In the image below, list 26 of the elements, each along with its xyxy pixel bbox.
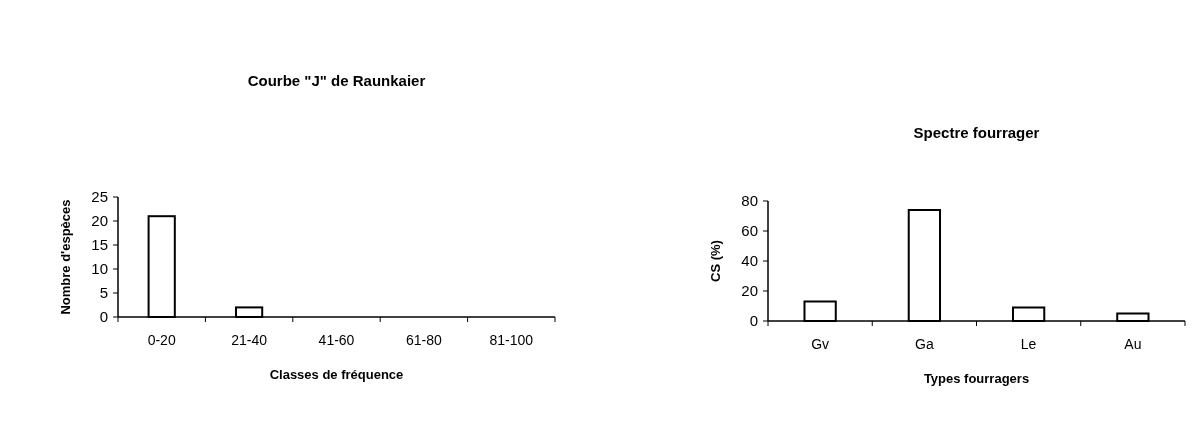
y-tick-label: 0	[99, 308, 108, 326]
chart-title: Courbe "J" de Raunkaier	[247, 72, 426, 89]
chart-title: Spectre fourrager	[913, 124, 1040, 141]
y-axis-title: CS (%)	[708, 240, 723, 282]
x-tick-label: Ga	[915, 336, 934, 352]
y-tick-label: 10	[91, 260, 108, 278]
y-tick-label: 40	[741, 252, 758, 270]
y-axis-title: Nombre d'espèces	[58, 199, 73, 315]
y-tick-label: 20	[741, 282, 758, 300]
y-tick-label: 15	[91, 236, 108, 254]
x-tick-label: Gv	[811, 336, 830, 352]
y-tick-label: 20	[91, 212, 108, 230]
x-tick-label: Au	[1124, 336, 1142, 352]
y-tick-label: 25	[91, 188, 108, 206]
y-tick-label: 5	[99, 284, 108, 302]
x-tick-label: 61-80	[405, 332, 443, 348]
x-tick-label: Le	[1020, 336, 1037, 352]
x-axis-title: Types fourragers	[923, 371, 1030, 386]
y-tick-label: 0	[749, 312, 758, 330]
y-tick-label: 60	[741, 222, 758, 240]
y-tick-label: 80	[741, 192, 758, 210]
x-tick-label: 41-60	[318, 332, 355, 348]
x-tick-label: 0-20	[147, 332, 176, 348]
x-tick-label: 21-40	[231, 332, 268, 348]
x-tick-label: 81-100	[489, 332, 534, 348]
x-axis-title: Classes de fréquence	[269, 367, 404, 382]
